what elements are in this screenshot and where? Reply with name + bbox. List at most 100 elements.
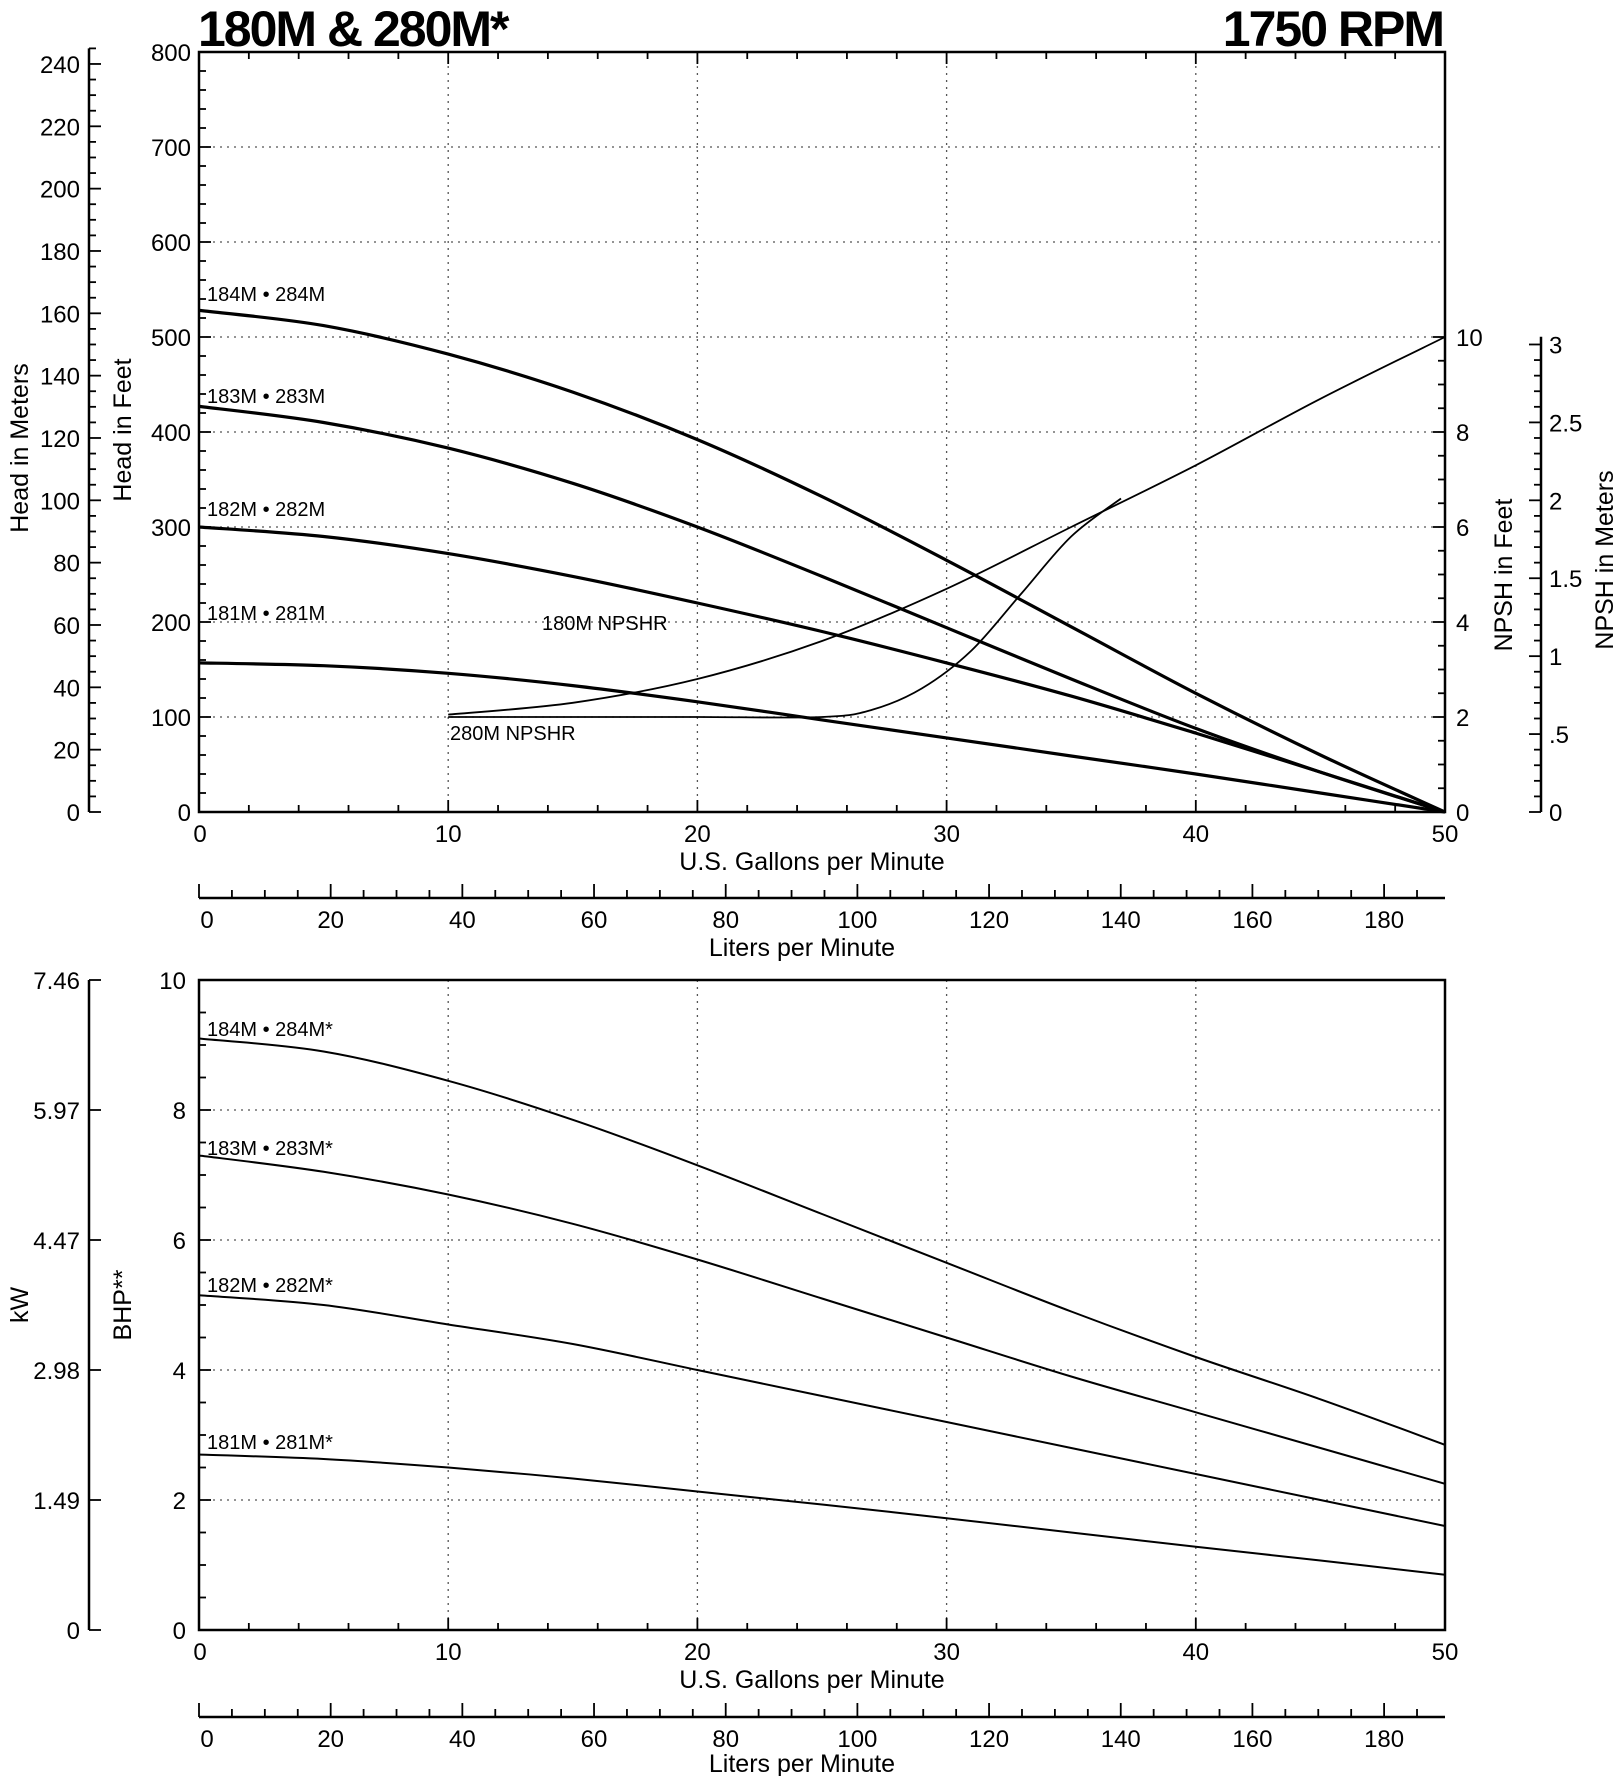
- bhp-tick-label: 2: [173, 1488, 186, 1515]
- bottom-x-tick-label: 10: [435, 1639, 462, 1666]
- meters-tick-label: 100: [40, 488, 80, 515]
- bottom-lpm-tick-label: 120: [969, 1726, 1009, 1753]
- meters-tick-label: 180: [40, 239, 80, 266]
- top-x-tick-label: 0: [193, 821, 206, 848]
- npshr-curve-line: [448, 497, 1122, 719]
- bhp-tick-label: 10: [159, 968, 186, 995]
- bottom-lpm-tick-label: 100: [837, 1726, 877, 1753]
- head-curve-line: [198, 661, 1446, 814]
- kw-axis-title: kW: [6, 1287, 34, 1324]
- bottom-x-tick-label: 40: [1182, 1639, 1209, 1666]
- bottom-lpm-tick-label: 40: [449, 1726, 476, 1753]
- bottom-x-tick-label: 20: [684, 1639, 711, 1666]
- top-y-feet-tick-label: 600: [151, 230, 191, 257]
- top-lpm-axis-title: Liters per Minute: [709, 934, 895, 962]
- bhp-curve-label: 181M • 281M*: [207, 1432, 333, 1454]
- top-y-feet-tick-label: 0: [178, 800, 191, 827]
- meters-tick-label: 160: [40, 301, 80, 328]
- head-curve-line: [198, 308, 1446, 814]
- npsh-meters-tick-label: 1: [1549, 644, 1562, 671]
- meters-tick-label: 80: [53, 551, 80, 578]
- bhp-axis-title: BHP**: [109, 1269, 137, 1340]
- npsh-feet-tick-label: 8: [1456, 420, 1469, 447]
- bhp-curve-line: [198, 1294, 1446, 1527]
- top-lpm-tick-label: 100: [837, 907, 877, 934]
- top-lpm-tick-label: 60: [581, 907, 608, 934]
- bhp-curve-label: 184M • 284M*: [207, 1019, 333, 1041]
- kw-tick-label: 0: [67, 1618, 80, 1645]
- npsh-feet-tick-label: 4: [1456, 610, 1469, 637]
- meters-tick-label: 140: [40, 364, 80, 391]
- head-curve-label: 183M • 283M: [207, 386, 325, 408]
- bottom-lpm-tick-label: 60: [581, 1726, 608, 1753]
- top-lpm-tick-label: 140: [1101, 907, 1141, 934]
- head-curve-line: [198, 525, 1446, 814]
- meters-axis-title: Head in Meters: [6, 363, 34, 533]
- npsh-feet-tick-label: 6: [1456, 515, 1469, 542]
- top-x-axis-title: U.S. Gallons per Minute: [679, 848, 944, 876]
- npsh-feet-axis-title: NPSH in Feet: [1490, 499, 1518, 652]
- meters-tick-label: 60: [53, 613, 80, 640]
- kw-tick-label: 2.98: [33, 1358, 80, 1385]
- top-y-feet-tick-label: 400: [151, 420, 191, 447]
- npsh-meters-tick-label: 1.5: [1549, 566, 1582, 593]
- bottom-x-axis-title: U.S. Gallons per Minute: [679, 1666, 944, 1694]
- top-lpm-tick-label: 20: [317, 907, 344, 934]
- meters-tick-label: 40: [53, 675, 80, 702]
- kw-tick-label: 7.46: [33, 968, 80, 995]
- npsh-meters-tick-label: 0: [1549, 800, 1562, 827]
- head-curve-line: [198, 404, 1446, 814]
- npshr-curve-label: 280M NPSHR: [450, 723, 576, 745]
- meters-tick-label: 20: [53, 738, 80, 765]
- bottom-lpm-tick-label: 20: [317, 1726, 344, 1753]
- top-lpm-tick-label: 160: [1232, 907, 1272, 934]
- npsh-meters-tick-label: 2.5: [1549, 410, 1582, 437]
- bottom-x-tick-label: 30: [933, 1639, 960, 1666]
- head-curve-label: 182M • 282M: [207, 499, 325, 521]
- kw-tick-label: 5.97: [33, 1098, 80, 1125]
- npsh-meters-tick-label: 2: [1549, 488, 1562, 515]
- head-curve-label: 181M • 281M: [207, 603, 325, 625]
- npsh-meters-axis-title: NPSH in Meters: [1591, 470, 1617, 649]
- top-lpm-tick-label: 120: [969, 907, 1009, 934]
- top-y-feet-axis-title: Head in Feet: [109, 358, 137, 501]
- bhp-curve-label: 183M • 283M*: [207, 1138, 333, 1160]
- bhp-tick-label: 0: [173, 1618, 186, 1645]
- bhp-curve-label: 182M • 282M*: [207, 1275, 333, 1297]
- bhp-chart: 0 10 20 30 40 50U.S. Gallons per Minute024681…: [6, 968, 1458, 1776]
- top-y-feet-tick-label: 100: [151, 705, 191, 732]
- chart-title-right: 1750 RPM: [1223, 1, 1443, 57]
- bottom-lpm-axis-title: Liters per Minute: [709, 1750, 895, 1776]
- top-y-feet-tick-label: 800: [151, 40, 191, 67]
- chart-title-left: 180M & 280M*: [198, 1, 510, 57]
- bhp-tick-label: 4: [173, 1358, 186, 1385]
- bhp-curve-line: [198, 1453, 1446, 1576]
- npshr-curve-line: [448, 336, 1446, 716]
- top-y-feet-tick-label: 500: [151, 325, 191, 352]
- meters-tick-label: 220: [40, 114, 80, 141]
- meters-tick-label: 200: [40, 177, 80, 204]
- meters-tick-label: 0: [67, 800, 80, 827]
- top-lpm-tick-label: 40: [449, 907, 476, 934]
- bhp-curve-line: [198, 1037, 1446, 1446]
- kw-tick-label: 1.49: [33, 1488, 80, 1515]
- head-npsh-chart: 0 10 20 30 40 50U.S. Gallons per Minute010020…: [6, 40, 1617, 962]
- meters-tick-label: 240: [40, 52, 80, 79]
- top-y-feet-tick-label: 200: [151, 610, 191, 637]
- top-lpm-tick-label: 180: [1364, 907, 1404, 934]
- bottom-x-tick-label: 0: [193, 1639, 206, 1666]
- top-x-tick-label: 10: [435, 821, 462, 848]
- top-lpm-tick-label: 0: [200, 907, 213, 934]
- top-x-tick-label: 40: [1182, 821, 1209, 848]
- bottom-lpm-tick-label: 80: [712, 1726, 739, 1753]
- top-x-tick-label: 50: [1432, 821, 1459, 848]
- bhp-tick-label: 6: [173, 1228, 186, 1255]
- bottom-lpm-tick-label: 140: [1101, 1726, 1141, 1753]
- bhp-tick-label: 8: [173, 1098, 186, 1125]
- meters-tick-label: 120: [40, 426, 80, 453]
- npsh-feet-tick-label: 0: [1456, 800, 1469, 827]
- head-curve-label: 184M • 284M: [207, 284, 325, 306]
- top-x-tick-label: 30: [933, 821, 960, 848]
- top-x-tick-label: 20: [684, 821, 711, 848]
